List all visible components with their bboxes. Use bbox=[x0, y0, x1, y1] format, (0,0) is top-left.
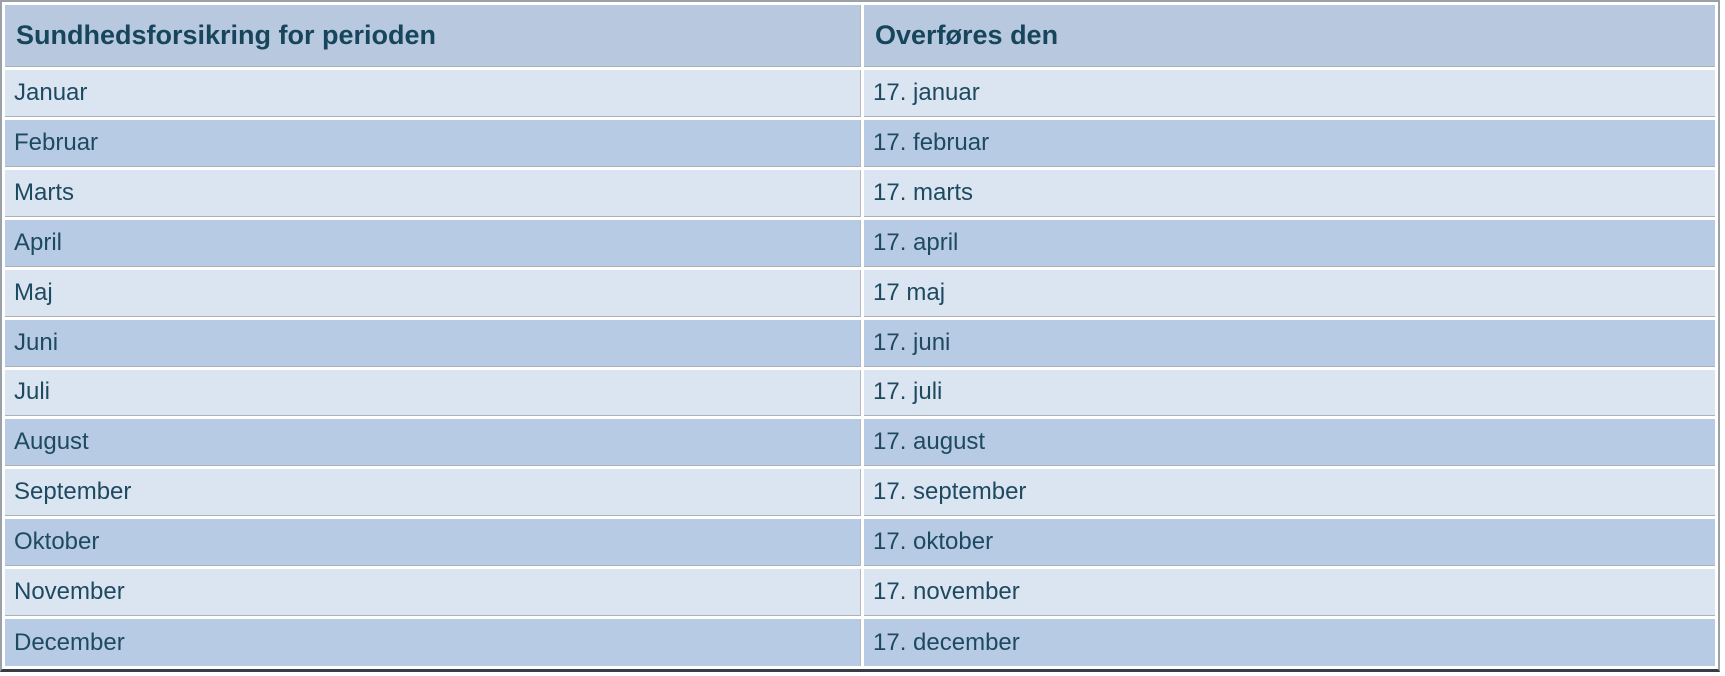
transfer-cell-maj: 17 maj bbox=[864, 269, 1715, 317]
period-cell-april: April bbox=[5, 219, 861, 267]
period-cell-november: November bbox=[5, 569, 861, 617]
period-cell-januar: Januar bbox=[5, 70, 861, 117]
period-cell-oktober: Oktober bbox=[5, 519, 861, 567]
period-cell-marts: Marts bbox=[5, 169, 861, 217]
period-cell-maj: Maj bbox=[5, 269, 861, 317]
column-header-transfer: Overføres den bbox=[864, 5, 1715, 67]
transfer-cell-januar: 17. januar bbox=[864, 70, 1715, 117]
transfer-cell-april: 17. april bbox=[864, 219, 1715, 267]
period-cell-august: August bbox=[5, 419, 861, 467]
transfer-cell-september: 17. september bbox=[864, 469, 1715, 517]
transfer-cell-oktober: 17. oktober bbox=[864, 519, 1715, 567]
transfer-cell-juli: 17. juli bbox=[864, 369, 1715, 417]
period-cell-februar: Februar bbox=[5, 119, 861, 167]
transfer-cell-august: 17. august bbox=[864, 419, 1715, 467]
transfer-cell-juni: 17. juni bbox=[864, 319, 1715, 367]
column-header-period: Sundhedsforsikring for perioden bbox=[5, 5, 861, 67]
transfer-cell-marts: 17. marts bbox=[864, 169, 1715, 217]
transfer-cell-februar: 17. februar bbox=[864, 119, 1715, 167]
transfer-cell-november: 17. november bbox=[864, 569, 1715, 617]
period-cell-juni: Juni bbox=[5, 319, 861, 367]
period-cell-december: December bbox=[5, 619, 861, 666]
transfer-cell-december: 17. december bbox=[864, 619, 1715, 666]
period-cell-september: September bbox=[5, 469, 861, 517]
period-cell-juli: Juli bbox=[5, 369, 861, 417]
